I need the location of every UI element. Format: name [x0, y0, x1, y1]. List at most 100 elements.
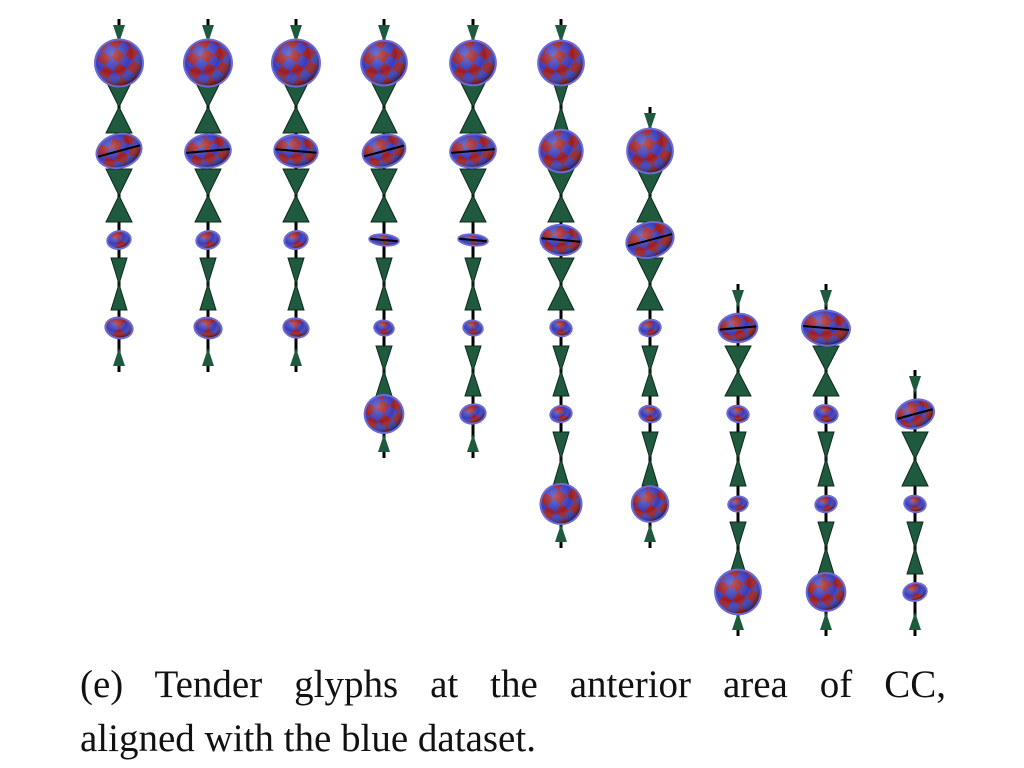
glyph-end-cone	[290, 25, 302, 43]
glyph-column	[449, 19, 497, 458]
glyph-end-cone	[378, 434, 390, 452]
tensor-glyph	[630, 485, 670, 523]
caption-line-2: aligned with the blue dataset.	[80, 717, 536, 760]
tensor-glyph	[195, 230, 221, 250]
glyph-column	[537, 19, 585, 548]
glyph-connector	[110, 257, 128, 311]
glyph-grid	[94, 19, 936, 636]
glyph-end-cone	[467, 434, 479, 452]
tensor-glyph	[363, 393, 405, 435]
glyph-connector	[194, 80, 222, 134]
glyph-end-cone	[555, 524, 567, 542]
glyph-connector	[375, 345, 393, 397]
tensor-glyph	[457, 233, 489, 247]
tensor-glyph	[373, 319, 395, 337]
tensor-glyph	[271, 38, 321, 88]
tensor-glyph	[283, 230, 309, 250]
glyph-end-cone	[378, 25, 390, 43]
glyph-end-cone	[113, 25, 125, 43]
glyph-column	[714, 284, 762, 636]
tensor-glyph	[727, 495, 749, 513]
tensor-glyph	[361, 133, 407, 169]
tensor-glyph	[539, 223, 583, 257]
caption-line-1: (e) Tender glyphs at the anterior area o…	[80, 663, 946, 706]
tensor-glyph	[538, 128, 584, 174]
tensor-glyph	[814, 494, 838, 514]
tensor-glyph	[104, 316, 134, 340]
glyph-end-cone	[820, 612, 832, 630]
tensor-glyph	[368, 233, 400, 247]
glyph-end-cone	[820, 290, 832, 308]
glyph-connector	[636, 168, 664, 223]
figure-caption: (e) Tender glyphs at the anterior area o…	[80, 658, 946, 766]
glyph-column	[360, 19, 408, 458]
glyph-end-cone	[732, 612, 744, 630]
glyph-connector	[547, 257, 575, 311]
glyph-connector	[641, 431, 659, 487]
tensor-glyph	[902, 582, 928, 602]
tensor-glyph	[549, 318, 573, 338]
tensor-glyph	[805, 571, 847, 613]
tensor-glyph	[95, 132, 143, 170]
tensor-glyph	[625, 220, 675, 260]
glyph-connector	[724, 345, 752, 397]
glyph-connector	[370, 168, 398, 223]
glyph-connector	[375, 257, 393, 311]
glyph-connector	[552, 345, 570, 397]
glyph-column	[271, 19, 321, 372]
glyph-end-cone	[290, 348, 302, 366]
glyph-connector	[459, 80, 487, 134]
glyph-connector	[901, 431, 929, 487]
tensor-glyph	[539, 482, 583, 526]
glyph-connector	[199, 257, 217, 311]
glyph-connector	[729, 521, 747, 575]
glyph-end-cone	[644, 524, 656, 542]
glyph-column	[94, 19, 144, 372]
glyph-connector	[459, 168, 487, 223]
tensor-glyph	[638, 318, 662, 338]
tensor-glyph	[183, 38, 233, 88]
tensor-glyph	[903, 494, 927, 514]
glyph-connector	[370, 80, 398, 134]
glyph-connector	[729, 431, 747, 487]
tensor-glyph	[282, 317, 310, 339]
tensor-glyph	[462, 319, 484, 337]
tensor-glyph	[449, 39, 497, 87]
glyph-end-cone	[909, 612, 921, 630]
glyph-end-cone	[467, 25, 479, 43]
glyph-end-cone	[555, 25, 567, 43]
glyph-connector	[636, 257, 664, 311]
tensor-glyph	[193, 316, 223, 340]
tensor-glyph	[360, 39, 408, 87]
glyph-connector	[906, 521, 924, 575]
glyph-connector	[282, 168, 310, 223]
tensor-glyph	[184, 133, 232, 169]
glyph-connector	[812, 345, 840, 397]
glyph-connector	[105, 80, 133, 134]
glyph-connector	[105, 168, 133, 223]
glyph-end-cone	[909, 376, 921, 394]
glyph-end-cone	[732, 290, 744, 308]
tensor-glyph	[273, 134, 319, 168]
tensor-glyph	[894, 398, 936, 430]
glyph-connector	[282, 80, 310, 134]
glyph-end-cone	[202, 25, 214, 43]
tensor-glyph	[714, 568, 762, 616]
glyph-column	[801, 284, 851, 636]
tensor-glyph	[801, 309, 851, 347]
glyph-column	[183, 19, 233, 372]
glyph-connector	[552, 80, 570, 134]
glyph-end-cone	[644, 113, 656, 131]
glyph-column	[894, 370, 936, 636]
glyph-figure	[94, 19, 936, 636]
glyph-connector	[817, 521, 835, 575]
glyph-connector	[464, 257, 482, 311]
glyph-connector	[194, 168, 222, 223]
glyph-connector	[552, 431, 570, 487]
glyph-end-cone	[113, 348, 125, 366]
glyph-connector	[464, 345, 482, 397]
tensor-glyph	[813, 404, 839, 424]
tensor-glyph	[717, 312, 759, 344]
glyph-connector	[817, 431, 835, 487]
glyph-connector	[641, 345, 659, 397]
